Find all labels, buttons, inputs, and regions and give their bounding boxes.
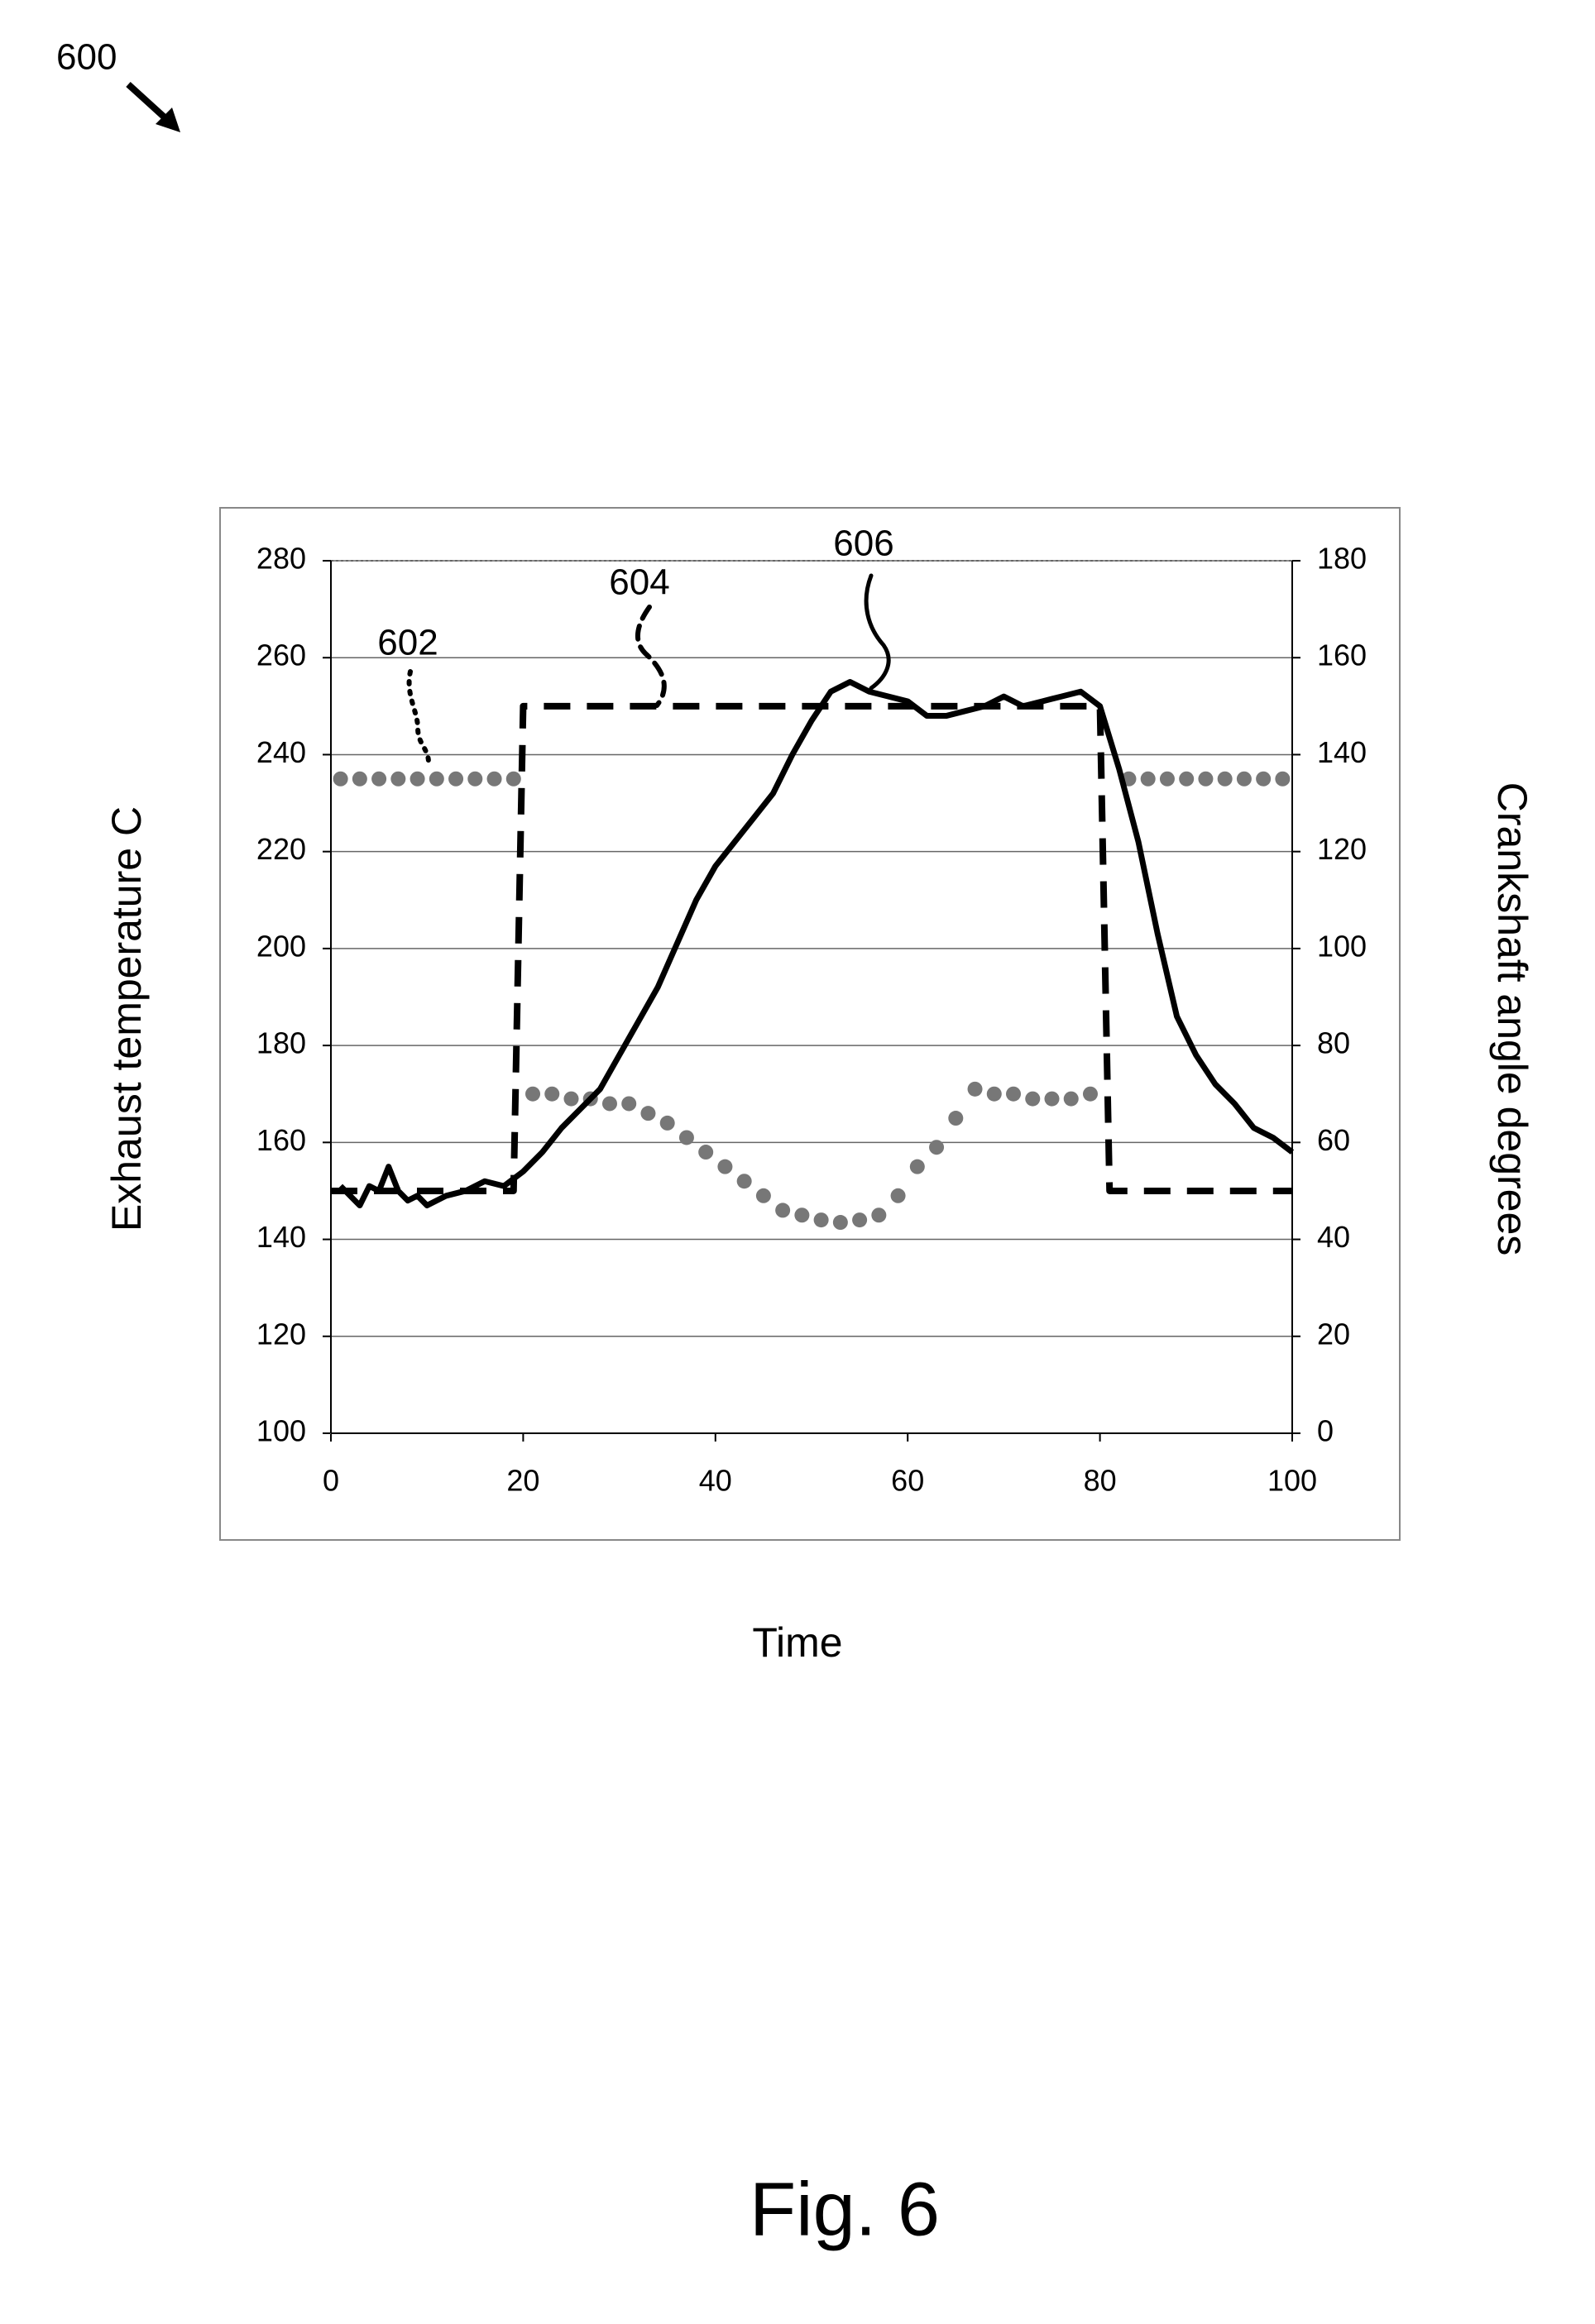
y2-tick-label: 160 xyxy=(1317,638,1367,672)
data-dot xyxy=(814,1212,829,1227)
data-dot xyxy=(448,772,463,787)
data-dot xyxy=(1025,1092,1040,1107)
x-tick-label: 40 xyxy=(699,1464,732,1498)
data-dot xyxy=(506,772,521,787)
x-tick-label: 100 xyxy=(1267,1464,1317,1498)
data-dot xyxy=(640,1106,655,1121)
y2-tick-label: 120 xyxy=(1317,832,1367,866)
y2-tick-label: 140 xyxy=(1317,735,1367,769)
data-dot xyxy=(794,1207,809,1222)
data-dot xyxy=(756,1188,771,1203)
annotation-leader xyxy=(638,607,664,705)
y-tick-label: 180 xyxy=(256,1026,306,1060)
data-dot xyxy=(429,772,444,787)
data-dot xyxy=(410,772,425,787)
data-dot xyxy=(852,1212,867,1227)
data-dot xyxy=(390,772,405,787)
y2-axis-title: Crankshaft angle degrees xyxy=(1489,782,1535,1256)
y-tick-label: 120 xyxy=(256,1317,306,1351)
y-tick-label: 140 xyxy=(256,1220,306,1254)
y-tick-label: 220 xyxy=(256,832,306,866)
x-tick-label: 20 xyxy=(506,1464,539,1498)
y-tick-label: 100 xyxy=(256,1414,306,1448)
data-dot xyxy=(1275,772,1290,787)
data-dot xyxy=(833,1215,848,1230)
data-dot xyxy=(987,1087,1002,1102)
data-dot xyxy=(1237,772,1252,787)
data-dot xyxy=(487,772,502,787)
series-annotation: 606 xyxy=(833,524,893,564)
y2-tick-label: 0 xyxy=(1317,1414,1334,1448)
data-dot xyxy=(929,1140,944,1155)
data-dot xyxy=(717,1160,732,1174)
data-dot xyxy=(1083,1087,1098,1102)
data-dot xyxy=(1256,772,1271,787)
data-dot xyxy=(948,1111,963,1126)
y-tick-label: 240 xyxy=(256,735,306,769)
y2-tick-label: 180 xyxy=(1317,542,1367,576)
data-dot xyxy=(602,1096,617,1111)
data-dot xyxy=(1141,772,1156,787)
data-dot xyxy=(621,1096,636,1111)
data-dot xyxy=(1045,1092,1060,1107)
y2-tick-label: 40 xyxy=(1317,1220,1350,1254)
x-axis-title: Time xyxy=(752,1619,842,1666)
data-dot xyxy=(1179,772,1194,787)
data-dot xyxy=(968,1082,983,1097)
data-dot xyxy=(1006,1087,1021,1102)
y2-tick-label: 80 xyxy=(1317,1026,1350,1060)
data-dot xyxy=(698,1145,713,1160)
y-tick-label: 160 xyxy=(256,1123,306,1157)
data-dot xyxy=(1064,1092,1079,1107)
series-line xyxy=(341,682,1292,1206)
data-dot xyxy=(1198,772,1213,787)
annotation-leader xyxy=(410,672,429,763)
data-dot xyxy=(333,772,348,787)
annotation-leader xyxy=(866,576,889,688)
data-dot xyxy=(352,772,367,787)
x-tick-label: 0 xyxy=(323,1464,339,1498)
data-dot xyxy=(679,1130,694,1145)
y2-tick-label: 20 xyxy=(1317,1317,1350,1351)
y-axis-title: Exhaust temperature C xyxy=(103,806,150,1231)
data-dot xyxy=(871,1207,886,1222)
y-tick-label: 200 xyxy=(256,929,306,963)
data-dot xyxy=(525,1087,540,1102)
x-tick-label: 60 xyxy=(891,1464,924,1498)
data-dot xyxy=(775,1203,790,1217)
series-annotation: 604 xyxy=(609,562,669,603)
figure-caption: Fig. 6 xyxy=(750,2167,940,2251)
data-dot xyxy=(737,1174,752,1188)
y-tick-label: 260 xyxy=(256,638,306,672)
plot-area xyxy=(331,561,1292,1433)
data-dot xyxy=(1218,772,1233,787)
data-dot xyxy=(910,1160,925,1174)
data-dot xyxy=(371,772,386,787)
y2-tick-label: 60 xyxy=(1317,1123,1350,1157)
data-dot xyxy=(467,772,482,787)
y-tick-label: 280 xyxy=(256,542,306,576)
data-dot xyxy=(564,1092,579,1107)
x-tick-label: 80 xyxy=(1084,1464,1117,1498)
data-dot xyxy=(1160,772,1175,787)
figure-ref: 600 xyxy=(56,37,117,78)
data-dot xyxy=(891,1188,906,1203)
series-annotation: 602 xyxy=(377,623,438,663)
y2-tick-label: 100 xyxy=(1317,929,1367,963)
data-dot xyxy=(544,1087,559,1102)
data-dot xyxy=(660,1116,675,1131)
